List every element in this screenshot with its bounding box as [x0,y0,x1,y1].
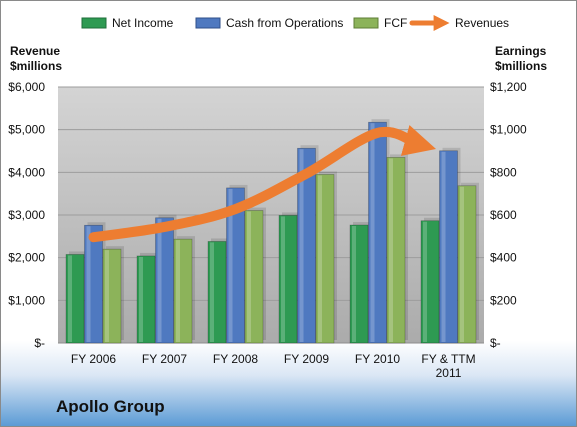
x-axis-labels: FY 2006 FY 2007 FY 2008 FY 2009 FY 2010 FY & … [71,352,476,380]
bar-fcf-3-highlight [318,175,322,342]
bar-fcf-0-highlight [105,250,109,342]
bar-cash-from-operations-0 [84,224,103,344]
bar-cash-from-operations-4-highlight [370,123,375,342]
x-axis-label: FY 2010 [355,352,400,366]
bar-net-income-1-highlight [139,256,143,342]
legend-label-net-income: Net Income [112,16,174,30]
bar-fcf-5-highlight [460,186,464,342]
right-axis-ticks: $- $200 $400 $600 $800 $1,000 $1,200 [490,80,527,350]
bar-cash-from-operations-3 [297,147,316,344]
bar-net-income-3-highlight [281,216,285,342]
bar-net-income-5 [420,220,440,344]
bar-net-income-4 [349,224,369,344]
bar-fcf-4 [386,157,406,344]
right-tick-label: $600 [490,208,517,222]
bar-net-income-3 [278,215,298,344]
bar-fcf-2 [244,210,264,344]
right-axis-title-line2: $millions [495,59,547,73]
legend-swatch-fcf [353,17,379,29]
left-tick-label: $1,000 [8,293,45,307]
right-tick-label: $200 [490,293,517,307]
right-axis-title-line1: Earnings [495,44,547,58]
right-tick-label: $400 [490,251,517,265]
bar-fcf-0 [102,248,122,344]
x-axis-label: FY 2007 [142,352,187,366]
bar-cash-from-operations-2-highlight [228,188,233,342]
left-axis-title-line1: Revenue [10,44,60,58]
revenues-series [88,125,437,243]
bar-net-income-0-highlight [68,255,72,342]
left-tick-label: $2,000 [8,251,45,265]
legend-label-revenues: Revenues [455,16,509,30]
right-tick-label: $1,200 [490,80,527,94]
bar-net-income-5-highlight [423,221,427,342]
bar-fcf-5 [457,185,477,344]
legend: Net Income Cash from Operations FCF Reve… [81,14,509,32]
left-tick-label: $4,000 [8,165,45,179]
left-axis-ticks: $- $1,000 $2,000 $3,000 $4,000 $5,000 $6,000 [8,80,45,350]
gridlines [58,86,484,344]
bar-net-income-2-highlight [210,242,214,342]
bar-fcf-4-highlight [389,158,393,342]
legend-label-fcf: FCF [384,16,407,30]
x-axis-label: FY 2006 [71,352,116,366]
left-tick-label: $5,000 [8,123,45,137]
legend-swatch-net-income [81,17,107,29]
left-tick-label: $3,000 [8,208,45,222]
bar-net-income-0 [65,254,85,344]
x-axis-label: FY 2009 [284,352,329,366]
bar-cash-from-operations-5 [439,150,458,344]
bar-cash-from-operations-4 [368,121,387,344]
bar-net-income-1 [136,255,156,344]
bar-fcf-2-highlight [247,211,251,342]
right-tick-label: $800 [490,165,517,179]
bar-cash-from-operations-1-highlight [157,218,162,342]
legend-label-cash-from-operations: Cash from Operations [226,16,343,30]
bar-net-income-2 [207,241,227,344]
bar-fcf-3 [315,174,335,344]
x-axis-label: FY 2008 [213,352,258,366]
bar-cash-from-operations-1 [155,217,174,344]
bar-cash-from-operations-0-highlight [86,226,91,342]
bars [65,119,479,344]
left-tick-label: $- [34,336,45,350]
x-axis-label: FY & TTM [421,352,475,366]
bar-cash-from-operations-3-highlight [299,149,304,342]
legend-swatch-cash-from-operations [195,17,221,29]
x-axis-label: 2011 [436,366,462,380]
bar-fcf-1-highlight [176,240,180,342]
company-name: Apollo Group [56,397,165,416]
left-tick-label: $6,000 [8,80,45,94]
right-tick-label: $- [490,336,501,350]
bar-fcf-1 [173,238,193,344]
bar-cash-from-operations-2 [226,187,245,344]
bar-net-income-4-highlight [352,226,356,342]
left-axis-title-line2: $millions [10,59,62,73]
right-tick-label: $1,000 [490,123,527,137]
bar-cash-from-operations-5-highlight [441,151,446,342]
